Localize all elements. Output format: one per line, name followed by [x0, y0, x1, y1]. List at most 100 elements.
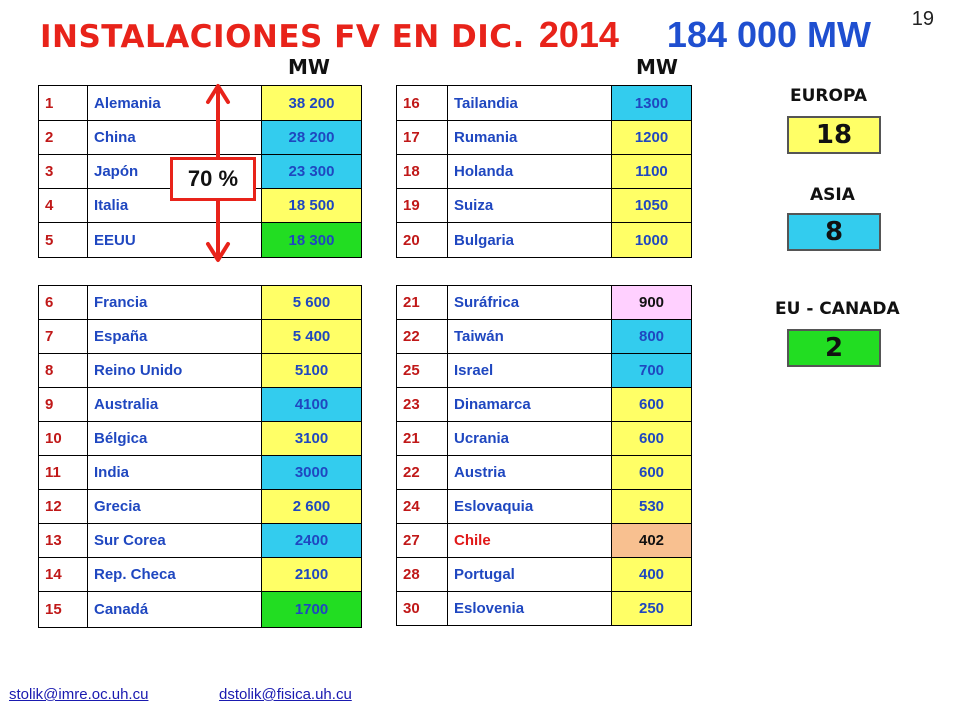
- region-label-eu-canada: EU - CANADA: [775, 299, 900, 319]
- rank-cell: 18: [396, 154, 448, 189]
- capacity-cell: 700: [611, 353, 692, 388]
- rank-cell: 8: [38, 353, 88, 388]
- capacity-cell: 600: [611, 387, 692, 422]
- rank-cell: 23: [396, 387, 448, 422]
- table-row: 21 Ucrania 600: [396, 421, 692, 456]
- capacity-cell: 1000: [611, 222, 692, 258]
- rank-cell: 3: [38, 154, 88, 189]
- country-cell: Bélgica: [87, 421, 262, 456]
- country-cell: Tailandia: [447, 85, 612, 121]
- capacity-cell: 250: [611, 591, 692, 626]
- country-cell: India: [87, 455, 262, 490]
- region-label-asia: ASIA: [810, 185, 855, 205]
- table-row: 14 Rep. Checa 2100: [38, 557, 362, 592]
- table-row: 5 EEUU 18 300: [38, 222, 362, 258]
- table-row: 21 Suráfrica 900: [396, 285, 692, 320]
- table-row: 24 Eslovaquia 530: [396, 489, 692, 524]
- country-cell: Israel: [447, 353, 612, 388]
- table-row: 9 Australia 4100: [38, 387, 362, 422]
- rank-cell: 1: [38, 85, 88, 121]
- email-link-imre[interactable]: stolik@imre.oc.uh.cu: [9, 686, 149, 703]
- table-row: 15 Canadá 1700: [38, 591, 362, 628]
- table-row: 8 Reino Unido 5100: [38, 353, 362, 388]
- table-row: 18 Holanda 1100: [396, 154, 692, 189]
- country-cell: Dinamarca: [447, 387, 612, 422]
- region-count-eu-canada: 2: [787, 329, 881, 367]
- country-cell: Grecia: [87, 489, 262, 524]
- capacity-cell: 1200: [611, 120, 692, 155]
- capacity-cell: 800: [611, 319, 692, 354]
- country-cell: Rep. Checa: [87, 557, 262, 592]
- rank-cell: 21: [396, 285, 448, 320]
- ranking-table-16-20: 16 Tailandia 1300 17 Rumania 1200 18 Holanda 110…: [396, 85, 692, 258]
- table-row: 11 India 3000: [38, 455, 362, 490]
- country-cell: China: [87, 120, 262, 155]
- rank-cell: 2: [38, 120, 88, 155]
- capacity-cell: 5100: [261, 353, 362, 388]
- capacity-cell: 4100: [261, 387, 362, 422]
- capacity-cell: 1700: [261, 591, 362, 628]
- country-cell: Chile: [447, 523, 612, 558]
- capacity-cell: 530: [611, 489, 692, 524]
- rank-cell: 25: [396, 353, 448, 388]
- capacity-cell: 3100: [261, 421, 362, 456]
- country-cell: Suráfrica: [447, 285, 612, 320]
- capacity-cell: 28 200: [261, 120, 362, 155]
- rank-cell: 21: [396, 421, 448, 456]
- country-cell: Eslovaquia: [447, 489, 612, 524]
- rank-cell: 22: [396, 455, 448, 490]
- capacity-cell: 1300: [611, 85, 692, 121]
- country-cell: Suiza: [447, 188, 612, 223]
- rank-cell: 13: [38, 523, 88, 558]
- slide-title: INSTALACIONES FV EN DIC. 2014 184 000 MW: [40, 14, 871, 56]
- country-cell: Portugal: [447, 557, 612, 592]
- table-row: 27 Chile 402: [396, 523, 692, 558]
- table-row: 19 Suiza 1050: [396, 188, 692, 223]
- rank-cell: 14: [38, 557, 88, 592]
- rank-cell: 16: [396, 85, 448, 121]
- table-row: 10 Bélgica 3100: [38, 421, 362, 456]
- top5-share-badge: 70 %: [170, 157, 256, 201]
- table-row: 23 Dinamarca 600: [396, 387, 692, 422]
- email-link-fisica[interactable]: dstolik@fisica.uh.cu: [219, 686, 352, 703]
- table-row: 13 Sur Corea 2400: [38, 523, 362, 558]
- capacity-cell: 18 500: [261, 188, 362, 223]
- title-year: 2014: [538, 14, 619, 55]
- capacity-cell: 38 200: [261, 85, 362, 121]
- country-cell: Australia: [87, 387, 262, 422]
- table-row: 25 Israel 700: [396, 353, 692, 388]
- table-row: 12 Grecia 2 600: [38, 489, 362, 524]
- title-total: 184 000 MW: [666, 14, 872, 55]
- capacity-cell: 23 300: [261, 154, 362, 189]
- rank-cell: 4: [38, 188, 88, 223]
- country-cell: Reino Unido: [87, 353, 262, 388]
- rank-cell: 22: [396, 319, 448, 354]
- capacity-cell: 2100: [261, 557, 362, 592]
- capacity-cell: 600: [611, 421, 692, 456]
- rank-cell: 20: [396, 222, 448, 258]
- ranking-table-6-15: 6 Francia 5 600 7 España 5 400 8 Reino Unido 510…: [38, 285, 362, 628]
- capacity-cell: 5 400: [261, 319, 362, 354]
- rank-cell: 17: [396, 120, 448, 155]
- rank-cell: 10: [38, 421, 88, 456]
- country-cell: Bulgaria: [447, 222, 612, 258]
- rank-cell: 19: [396, 188, 448, 223]
- capacity-cell: 18 300: [261, 222, 362, 258]
- rank-cell: 11: [38, 455, 88, 490]
- region-count-europa: 18: [787, 116, 881, 154]
- capacity-cell: 5 600: [261, 285, 362, 320]
- country-cell: Canadá: [87, 591, 262, 628]
- table-row: 16 Tailandia 1300: [396, 85, 692, 121]
- title-text: INSTALACIONES FV EN DIC.: [40, 19, 525, 55]
- capacity-cell: 1100: [611, 154, 692, 189]
- rank-cell: 15: [38, 591, 88, 628]
- ranking-table-21-30: 21 Suráfrica 900 22 Taiwán 800 25 Israel 700 23 D…: [396, 285, 692, 626]
- country-cell: EEUU: [87, 222, 262, 258]
- rank-cell: 6: [38, 285, 88, 320]
- capacity-cell: 3000: [261, 455, 362, 490]
- table-row: 22 Austria 600: [396, 455, 692, 490]
- country-cell: Austria: [447, 455, 612, 490]
- rank-cell: 30: [396, 591, 448, 626]
- country-cell: Eslovenia: [447, 591, 612, 626]
- table-row: 17 Rumania 1200: [396, 120, 692, 155]
